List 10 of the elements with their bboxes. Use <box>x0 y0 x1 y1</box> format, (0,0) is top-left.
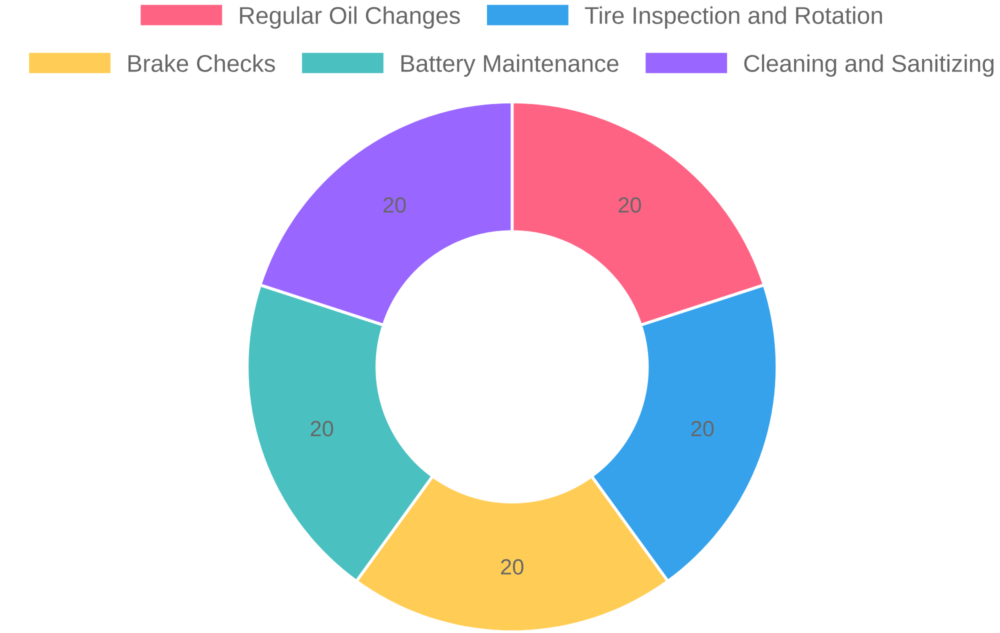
legend-label: Brake Checks <box>128 54 275 72</box>
data-label: 20 <box>618 197 641 213</box>
data-label: 20 <box>501 559 524 574</box>
legend-label: Regular Oil Changes <box>240 6 460 29</box>
legend-label: Battery Maintenance <box>401 54 618 77</box>
data-label: 20 <box>310 420 334 436</box>
legend-label: Tire Inspection and Rotation <box>584 6 882 29</box>
data-label: 20 <box>691 420 714 436</box>
legend-label: Cleaning and Sanitizing <box>744 54 994 77</box>
data-label: 20 <box>383 197 406 213</box>
